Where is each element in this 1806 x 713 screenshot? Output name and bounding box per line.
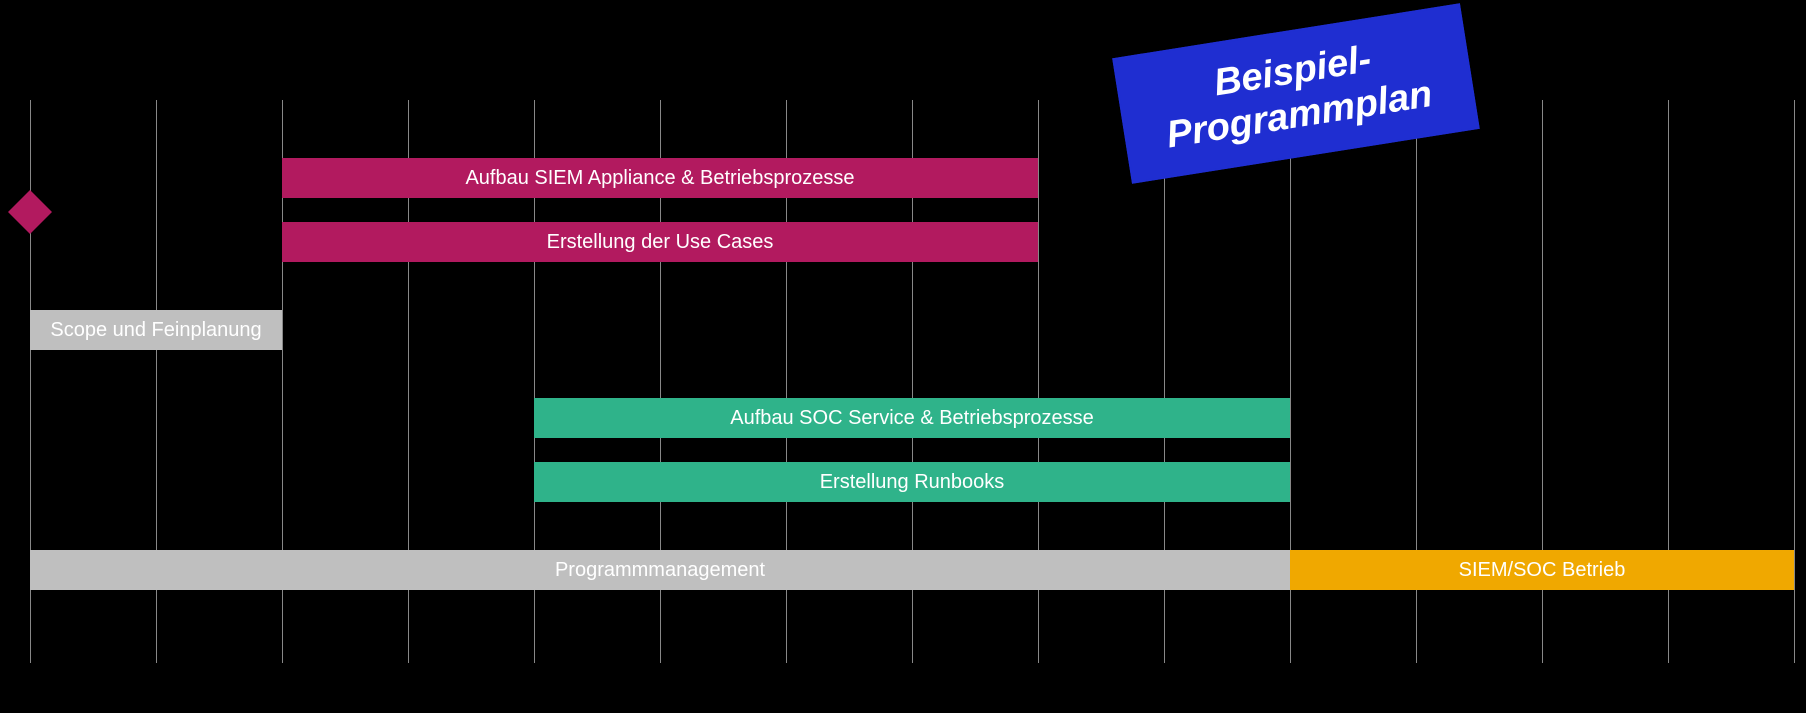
gantt-chart: Aufbau SIEM Appliance & Betriebsprozesse…: [0, 0, 1806, 713]
bar-runbooks: Erstellung Runbooks: [534, 462, 1290, 502]
bar-use-cases: Erstellung der Use Cases: [282, 222, 1038, 262]
bar-scope: Scope und Feinplanung: [30, 310, 282, 350]
bar-programmmanagement: Programmmanagement: [30, 550, 1290, 590]
milestone-start-icon: [8, 190, 52, 234]
bar-soc-service: Aufbau SOC Service & Betriebsprozesse: [534, 398, 1290, 438]
example-badge: Beispiel- Programmplan: [1112, 3, 1480, 184]
bar-siem-soc-betrieb: SIEM/SOC Betrieb: [1290, 550, 1794, 590]
bar-siem-appliance: Aufbau SIEM Appliance & Betriebsprozesse: [282, 158, 1038, 198]
gridline: [1794, 100, 1795, 663]
